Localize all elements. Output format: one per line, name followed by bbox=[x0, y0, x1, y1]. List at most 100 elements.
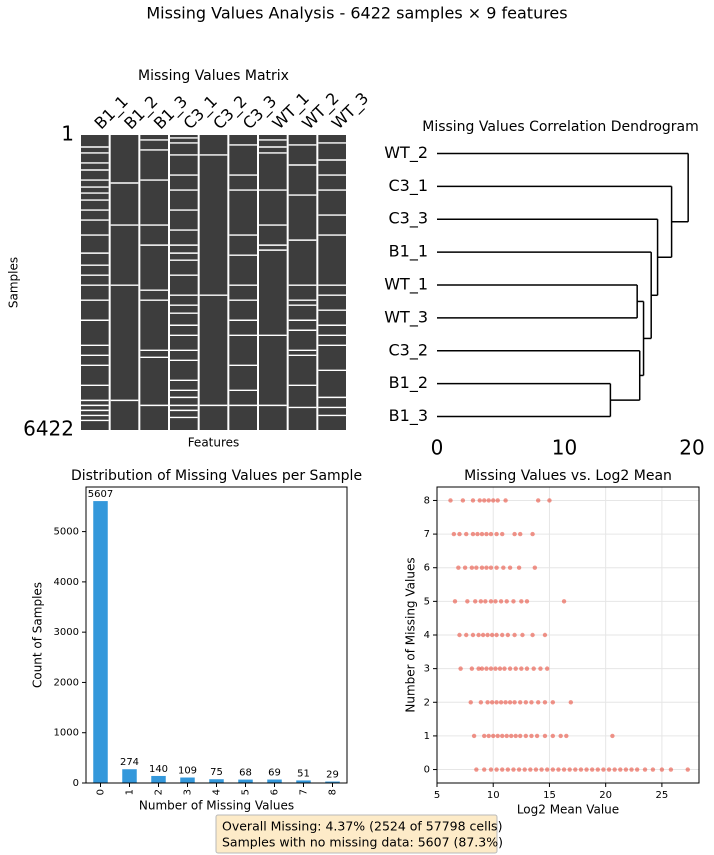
point bbox=[610, 733, 615, 739]
y-tick-label: 6 bbox=[424, 563, 430, 574]
bar bbox=[296, 780, 311, 783]
point bbox=[470, 498, 476, 503]
point bbox=[474, 565, 479, 570]
bar bbox=[238, 779, 253, 783]
chart-title: Distribution of Missing Values per Sampl… bbox=[71, 468, 362, 484]
point bbox=[464, 531, 469, 537]
point bbox=[518, 700, 523, 705]
value-label: 75 bbox=[210, 767, 223, 778]
y-tick-label: 2 bbox=[424, 697, 430, 708]
y-tick-label: 6422 bbox=[23, 417, 74, 441]
point bbox=[512, 700, 517, 705]
x-tick-label: 0 bbox=[96, 789, 107, 795]
leaf-label: B1_2 bbox=[389, 373, 428, 393]
point bbox=[507, 565, 513, 570]
plot-frame bbox=[436, 486, 700, 784]
point bbox=[452, 599, 458, 604]
point bbox=[475, 531, 480, 537]
leaf-label: B1_3 bbox=[389, 406, 428, 426]
chart-title: Missing Values Matrix bbox=[138, 68, 289, 84]
point bbox=[533, 767, 539, 772]
point bbox=[488, 599, 494, 604]
point bbox=[518, 733, 523, 739]
point bbox=[479, 531, 485, 537]
leaf-label: B1_1 bbox=[389, 242, 428, 262]
matrix-column bbox=[110, 135, 139, 430]
point bbox=[505, 632, 511, 638]
point bbox=[568, 700, 574, 705]
point bbox=[578, 767, 584, 772]
point bbox=[520, 632, 525, 638]
x-axis-label: Features bbox=[188, 436, 240, 450]
point bbox=[536, 700, 541, 705]
point bbox=[685, 767, 690, 772]
point bbox=[468, 700, 473, 705]
point bbox=[519, 599, 524, 604]
x-axis-label: Log2 Mean Value bbox=[517, 803, 619, 817]
point bbox=[561, 599, 567, 604]
point bbox=[544, 666, 550, 671]
point bbox=[483, 599, 488, 604]
y-tick-label: 3 bbox=[424, 664, 430, 675]
bar bbox=[122, 769, 137, 783]
value-label: 68 bbox=[239, 768, 252, 779]
x-tick-label: 15 bbox=[543, 790, 556, 801]
point bbox=[448, 498, 453, 503]
point bbox=[558, 733, 563, 739]
point bbox=[486, 498, 491, 503]
point bbox=[470, 531, 476, 537]
value-label: 109 bbox=[178, 766, 197, 777]
point bbox=[556, 767, 561, 772]
x-tick-label: 7 bbox=[299, 789, 310, 795]
point bbox=[529, 733, 534, 739]
point bbox=[530, 531, 535, 537]
point bbox=[478, 599, 484, 604]
point bbox=[469, 666, 475, 671]
point bbox=[550, 700, 556, 705]
x-tick-label: 20 bbox=[599, 790, 612, 801]
point bbox=[507, 666, 513, 671]
point bbox=[519, 666, 524, 671]
point bbox=[634, 767, 640, 772]
x-tick-label: 0 bbox=[431, 436, 444, 460]
point bbox=[509, 733, 514, 739]
point bbox=[495, 733, 500, 739]
x-tick-label: 3 bbox=[183, 789, 194, 795]
x-tick-label: 25 bbox=[656, 790, 669, 801]
matrix-column bbox=[259, 135, 287, 430]
annotation-box bbox=[215, 814, 498, 854]
point bbox=[456, 565, 461, 570]
value-label: 69 bbox=[268, 768, 281, 779]
x-tick-label: 10 bbox=[487, 790, 500, 801]
bar bbox=[93, 501, 108, 783]
point bbox=[494, 700, 499, 705]
point bbox=[488, 666, 494, 671]
point bbox=[512, 531, 517, 537]
point bbox=[486, 733, 491, 739]
point bbox=[494, 632, 499, 638]
point bbox=[451, 531, 457, 537]
leaf-label: WT_3 bbox=[384, 307, 428, 327]
point bbox=[522, 767, 527, 772]
point bbox=[484, 531, 489, 537]
point bbox=[498, 599, 504, 604]
y-tick-label: 4000 bbox=[54, 577, 79, 588]
point bbox=[547, 498, 552, 503]
point bbox=[504, 599, 509, 604]
bar bbox=[267, 779, 282, 783]
point bbox=[518, 531, 523, 537]
point bbox=[542, 632, 548, 638]
point bbox=[488, 565, 494, 570]
point bbox=[504, 733, 509, 739]
point bbox=[538, 666, 543, 671]
matrix-column bbox=[318, 135, 346, 430]
point bbox=[542, 700, 548, 705]
point bbox=[618, 767, 623, 772]
y-tick-label: 0 bbox=[424, 765, 430, 776]
chart-title: Missing Values Correlation Dendrogram bbox=[422, 119, 699, 135]
point bbox=[524, 666, 530, 671]
value-label: 5607 bbox=[88, 489, 113, 500]
point bbox=[531, 666, 536, 671]
